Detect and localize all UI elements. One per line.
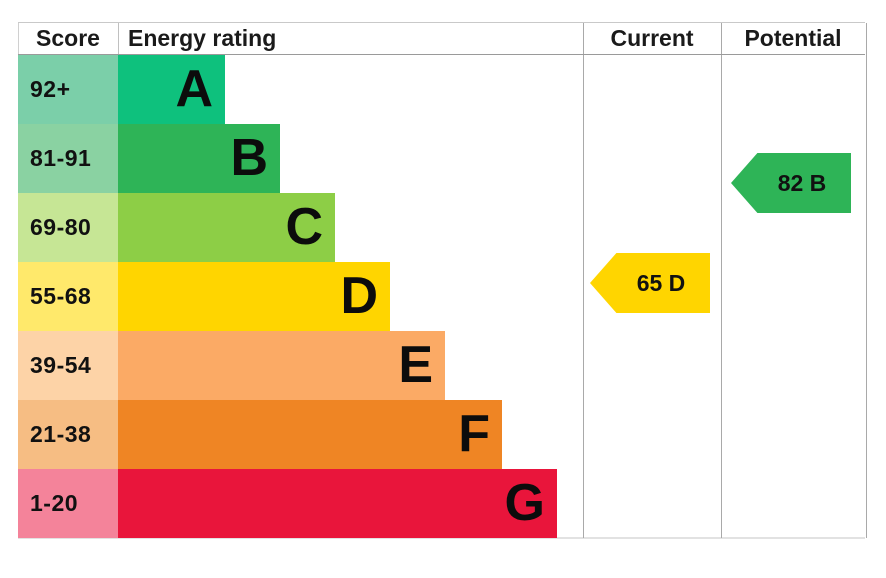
column-header-current: Current: [610, 25, 694, 51]
score-energy-divider: [118, 23, 119, 54]
column-header-score: Score: [36, 25, 100, 51]
band-row-b: 81-91 B: [18, 124, 865, 193]
table-header: Score Energy rating Current Potential: [18, 23, 865, 54]
potential-rating-arrow: 82 B: [731, 153, 851, 213]
score-range-b: 81-91: [18, 124, 118, 193]
epc-energy-rating-chart: Score Energy rating Current Potential 92…: [18, 22, 867, 539]
column-header-energy-rating: Energy rating: [128, 25, 277, 51]
grade-bar-a: A: [118, 55, 225, 124]
grade-bar-b: B: [118, 124, 280, 193]
band-row-g: 1-20 G: [18, 469, 865, 538]
current-rating-arrow: 65 D: [590, 253, 710, 313]
header-bottom-border: [18, 54, 865, 55]
grade-bar-d: D: [118, 262, 390, 331]
band-row-f: 21-38 F: [18, 400, 865, 469]
rating-bands: 92+ A 81-91 B 69-80 C 55-68 D 39-54 E 21-38 F 1-20 G: [18, 55, 865, 538]
band-row-a: 92+ A: [18, 55, 865, 124]
score-range-c: 69-80: [18, 193, 118, 262]
score-range-d: 55-68: [18, 262, 118, 331]
grade-bar-g: G: [118, 469, 557, 538]
grade-bar-f: F: [118, 400, 502, 469]
grade-bar-e: E: [118, 331, 445, 400]
band-row-c: 69-80 C: [18, 193, 865, 262]
band-row-e: 39-54 E: [18, 331, 865, 400]
current-rating-label: 65 D: [636, 269, 686, 296]
potential-rating-label: 82 B: [777, 169, 827, 196]
score-range-e: 39-54: [18, 331, 118, 400]
score-range-f: 21-38: [18, 400, 118, 469]
score-range-a: 92+: [18, 55, 118, 124]
column-header-potential: Potential: [744, 25, 842, 51]
grade-bar-c: C: [118, 193, 335, 262]
header-left-border: [18, 23, 19, 54]
score-range-g: 1-20: [18, 469, 118, 538]
band-row-d: 55-68 D: [18, 262, 865, 331]
